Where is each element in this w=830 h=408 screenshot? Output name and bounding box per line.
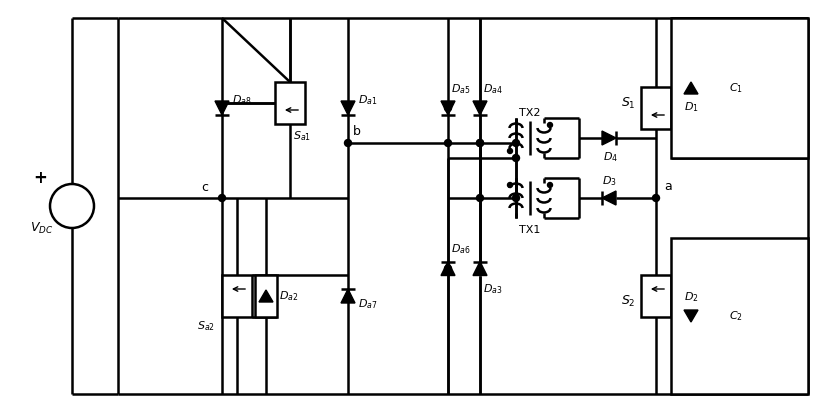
Text: $C_1$: $C_1$ [729,81,743,95]
Bar [255,275,277,317]
Polygon shape [341,289,355,303]
Text: $D_2$: $D_2$ [684,290,698,304]
Circle shape [344,140,351,146]
Bar [275,82,305,124]
Circle shape [507,149,512,153]
Circle shape [445,140,452,146]
Bar [641,275,671,317]
Circle shape [512,155,520,162]
Text: +: + [33,169,47,187]
Text: c: c [201,181,208,194]
Polygon shape [473,262,487,275]
Circle shape [652,195,660,202]
Circle shape [512,195,520,202]
Bar [671,18,808,158]
Circle shape [445,265,452,272]
Text: $D_{a8}$: $D_{a8}$ [232,93,251,107]
Text: TX2: TX2 [520,108,541,118]
Text: $S_{a1}$: $S_{a1}$ [293,129,311,143]
Text: TX1: TX1 [520,225,540,235]
Polygon shape [602,191,616,205]
Polygon shape [341,101,355,115]
Circle shape [476,195,484,202]
Text: $S_2$: $S_2$ [622,293,636,308]
Text: $D_{a4}$: $D_{a4}$ [483,82,503,96]
Polygon shape [684,82,698,94]
Text: $D_4$: $D_4$ [603,150,618,164]
Text: $C_2$: $C_2$ [729,309,743,323]
Text: $D_{a6}$: $D_{a6}$ [451,243,471,257]
Circle shape [548,122,553,127]
Text: $D_3$: $D_3$ [602,174,617,188]
Circle shape [476,140,484,146]
Polygon shape [473,101,487,115]
Polygon shape [684,310,698,322]
Circle shape [476,140,484,146]
Text: $D_{a2}$: $D_{a2}$ [279,289,299,303]
Circle shape [445,104,452,111]
Text: $D_1$: $D_1$ [684,100,698,114]
Polygon shape [259,290,273,302]
Text: b: b [353,125,361,138]
Text: $V_{DC}$: $V_{DC}$ [31,220,54,235]
Text: $D_{a3}$: $D_{a3}$ [483,282,503,296]
Circle shape [507,182,512,188]
Polygon shape [441,262,455,275]
Text: $D_{a1}$: $D_{a1}$ [358,93,378,107]
Circle shape [548,182,553,188]
Circle shape [218,195,226,202]
Text: $S_{a2}$: $S_{a2}$ [197,319,215,333]
Text: $D_{a5}$: $D_{a5}$ [451,82,471,96]
Bar [671,238,808,394]
Text: a: a [664,180,671,193]
Polygon shape [441,101,455,115]
Bar [641,87,671,129]
Text: $D_{a7}$: $D_{a7}$ [358,297,378,311]
Circle shape [512,140,520,146]
Text: $S_1$: $S_1$ [622,95,636,111]
Bar [222,275,252,317]
Polygon shape [215,101,229,115]
Polygon shape [602,131,616,145]
